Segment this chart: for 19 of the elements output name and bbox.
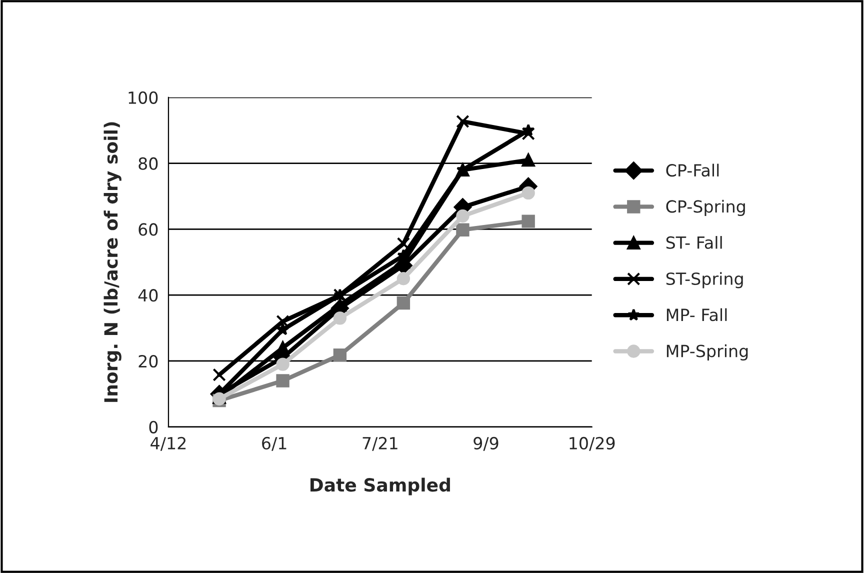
- legend-label: CP-Spring: [666, 200, 745, 216]
- x-tick-label: 6/1: [262, 436, 286, 451]
- legend-label: CP-Fall: [666, 164, 719, 177]
- y-tick-label: 0: [149, 420, 158, 434]
- x-axis-title: Date Sampled: [310, 478, 450, 496]
- x-tick-label: 4/12: [150, 436, 186, 451]
- y-tick-label: 60: [138, 223, 158, 236]
- legend-label: ST-Spring: [666, 272, 743, 288]
- y-axis-title: Inorg. N (lb/acre of dry soil): [104, 122, 122, 402]
- legend-label: MP-Spring: [666, 344, 748, 361]
- y-tick-label: 80: [138, 157, 158, 170]
- x-tick-label: 9/9: [474, 436, 498, 451]
- x-tick-label: 10/29: [570, 436, 615, 451]
- y-tick-label: 100: [128, 91, 158, 104]
- x-tick-label: 7/21: [362, 436, 398, 451]
- legend-label: MP- Fall: [666, 308, 727, 322]
- legend-label: ST- Fall: [666, 236, 722, 249]
- y-tick-label: 40: [138, 289, 158, 302]
- y-tick-label: 20: [138, 354, 158, 368]
